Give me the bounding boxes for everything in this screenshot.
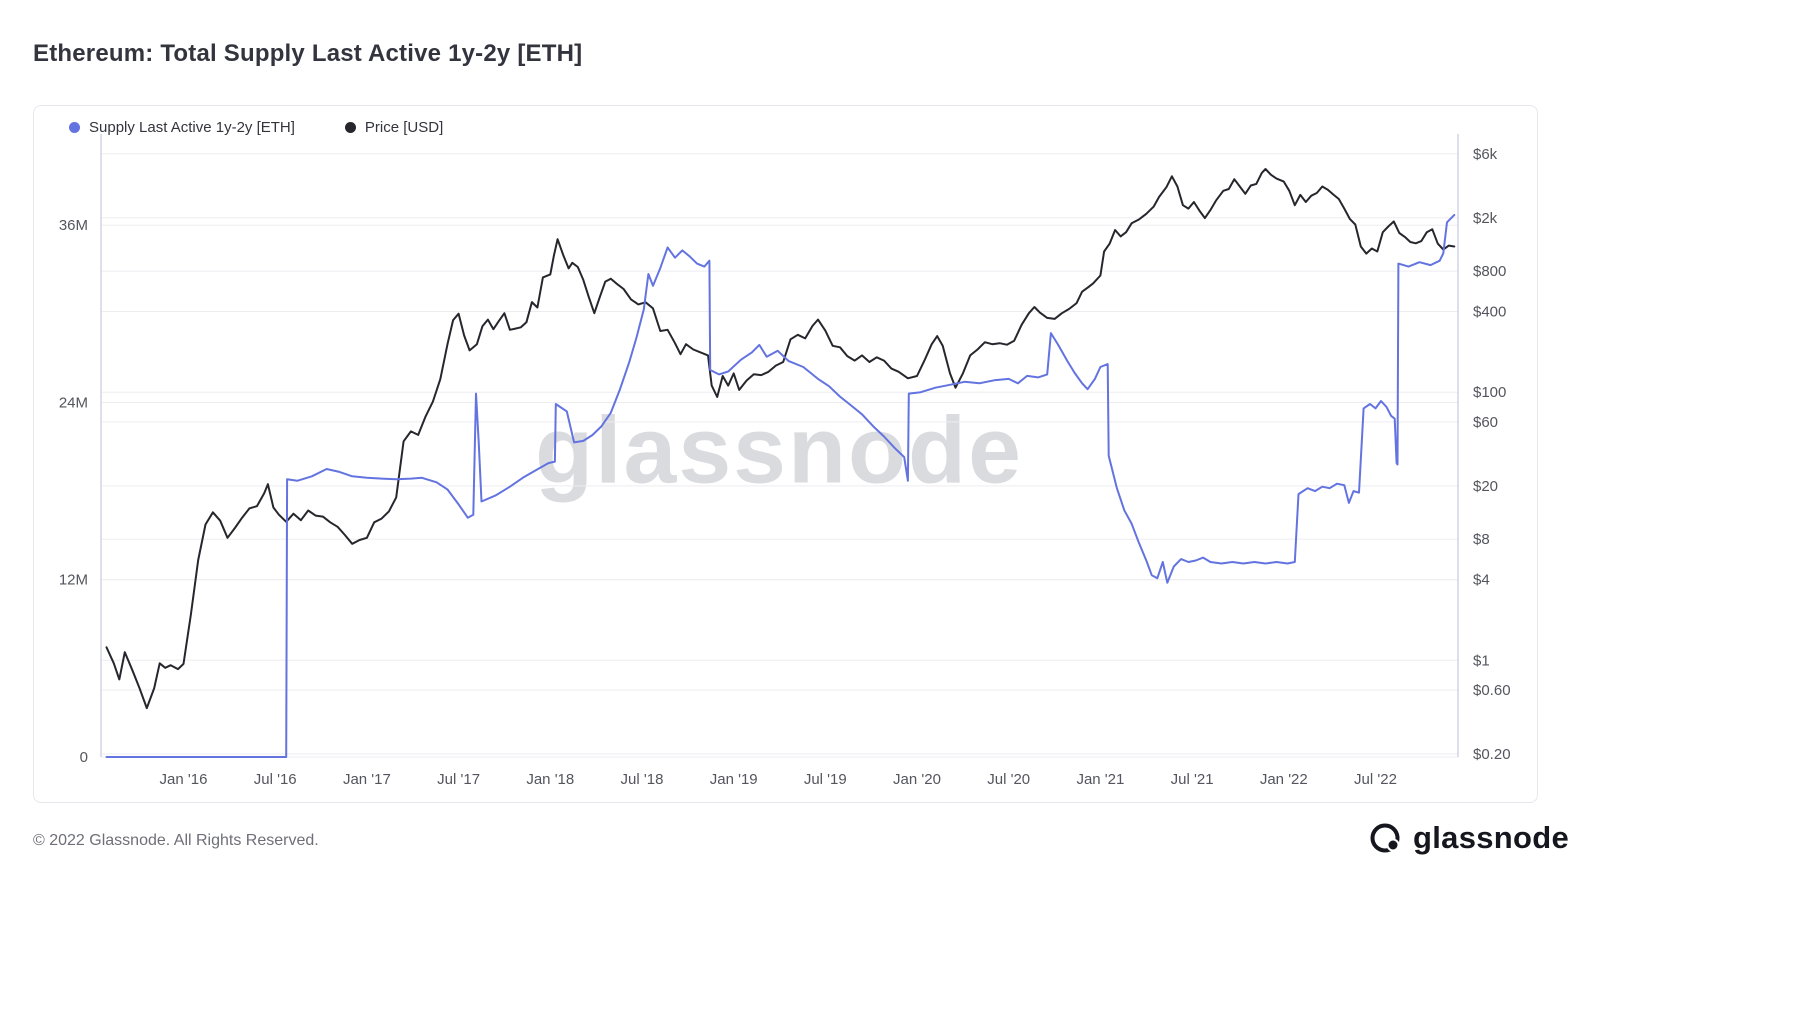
x-axis-tick-label: Jul '20	[987, 771, 1030, 788]
glassnode-logo-icon	[1370, 823, 1400, 853]
x-axis-tick-label: Jan '22	[1260, 771, 1308, 788]
series-price-line	[105, 168, 1456, 710]
right-axis-tick-label: $4	[1473, 572, 1490, 589]
x-axis-tick-label: Jul '16	[254, 771, 297, 788]
right-axis-tick-label: $20	[1473, 478, 1498, 495]
left-axis-tick-label: 12M	[59, 572, 88, 589]
x-axis-tick-label: Jan '19	[710, 771, 758, 788]
legend-item-price[interactable]: Price [USD]	[344, 119, 444, 136]
x-axis-tick-label: Jul '19	[804, 771, 847, 788]
x-axis-tick-label: Jul '21	[1171, 771, 1214, 788]
chart-plot-area[interactable]: 0 12M 24M 36M $6k $2k $800 $400 $100 $60 $20 $8 $4 $1…	[34, 106, 1537, 802]
legend-dot-price-icon	[344, 122, 356, 133]
legend-dot-supply-icon	[69, 122, 80, 133]
x-axis-tick-label: Jul '22	[1354, 771, 1397, 788]
right-axis-tick-label: $0.60	[1473, 682, 1511, 699]
right-axis-tick-label: $2k	[1473, 210, 1498, 227]
right-axis-tick-label: $8	[1473, 531, 1490, 548]
brand-wordmark: glassnode	[1413, 820, 1570, 855]
x-axis-tick-label: Jan '21	[1076, 771, 1124, 788]
legend-item-supply[interactable]: Supply Last Active 1y-2y [ETH]	[69, 119, 295, 136]
chart-legend: Supply Last Active 1y-2y [ETH] Price [US…	[69, 119, 443, 136]
series-supply-line	[105, 213, 1456, 758]
right-axis-tick-label: $1	[1473, 652, 1490, 669]
x-axis-tick-label: Jan '16	[160, 771, 208, 788]
x-axis-tick-label: Jul '17	[437, 771, 480, 788]
legend-label-price: Price [USD]	[364, 119, 444, 136]
x-axis-tick-label: Jul '18	[621, 771, 664, 788]
right-axis-tick-label: $0.20	[1473, 746, 1511, 763]
brand-logo[interactable]: glassnode	[1368, 820, 1569, 856]
right-axis-tick-label: $100	[1473, 384, 1506, 401]
x-axis-tick-label: Jan '17	[343, 771, 391, 788]
x-axis-tick-label: Jan '18	[526, 771, 574, 788]
page-title: Ethereum: Total Supply Last Active 1y-2y…	[33, 40, 583, 67]
x-axis-tick-label: Jan '20	[893, 771, 941, 788]
chart-card: Supply Last Active 1y-2y [ETH] Price [US…	[33, 105, 1538, 803]
left-axis-tick-label: 24M	[59, 395, 88, 412]
left-axis-tick-label: 36M	[59, 217, 88, 234]
legend-label-supply: Supply Last Active 1y-2y [ETH]	[89, 119, 295, 136]
copyright: © 2022 Glassnode. All Rights Reserved.	[33, 832, 319, 849]
right-axis-tick-label: $800	[1473, 263, 1506, 280]
right-axis-tick-label: $60	[1473, 414, 1498, 431]
right-axis-tick-label: $400	[1473, 304, 1506, 321]
right-axis-tick-label: $6k	[1473, 146, 1498, 163]
left-axis-tick-label: 0	[80, 749, 88, 766]
